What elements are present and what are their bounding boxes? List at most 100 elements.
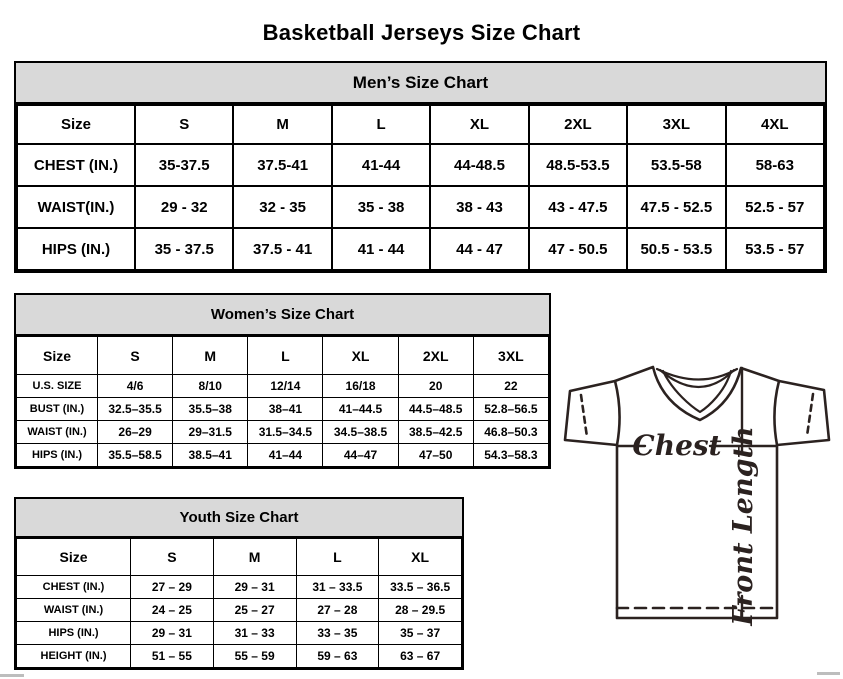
row-label: BUST (IN.): [16, 397, 98, 421]
women-row: U.S. SIZE 4/6 8/10 12/14 16/18 20 22: [16, 374, 550, 398]
youth-header-row: Size S M L XL: [16, 538, 462, 576]
size-cell: 38.5–42.5: [397, 420, 474, 444]
row-label: WAIST(IN.): [16, 185, 136, 229]
size-cell: 28 – 29.5: [378, 598, 462, 622]
size-cell: 33 – 35: [295, 621, 380, 645]
chest-label: Chest: [632, 429, 721, 462]
youth-size-table: Youth Size Chart Size S M L XL CHEST (IN.) 27 …: [14, 497, 464, 670]
youth-table-title: Youth Size Chart: [16, 499, 462, 538]
size-cell: 33.5 – 36.5: [378, 575, 462, 599]
youth-col-header-s: S: [130, 538, 214, 576]
jersey-icon: Chest Front Length: [563, 365, 831, 627]
youth-col-header-m: M: [212, 538, 297, 576]
size-cell: 29–31.5: [172, 420, 249, 444]
size-cell: 50.5 - 53.5: [626, 227, 727, 271]
row-label: WAIST (IN.): [16, 598, 131, 622]
size-cell: 32 - 35: [232, 185, 333, 229]
men-col-header-2xl: 2XL: [527, 104, 629, 145]
row-label: HIPS (IN.): [16, 621, 131, 645]
row-label: HEIGHT (IN.): [16, 644, 131, 668]
size-cell: 44.5–48.5: [397, 397, 474, 421]
size-cell: 35-37.5: [133, 143, 235, 187]
women-col-header-xl: XL: [322, 336, 399, 375]
size-cell: 29 – 31: [212, 575, 297, 599]
size-cell: 4/6: [96, 374, 174, 398]
youth-table: Size S M L XL CHEST (IN.) 27 – 29 29 – 31 31 – 3…: [16, 538, 462, 668]
size-cell: 35 – 37: [378, 621, 462, 645]
size-cell: 29 – 31: [130, 621, 214, 645]
women-col-header-l: L: [247, 336, 324, 375]
size-cell: 31 – 33: [212, 621, 297, 645]
size-cell: 58-63: [724, 143, 826, 187]
page-title: Basketball Jerseys Size Chart: [262, 19, 581, 45]
size-cell: 41–44.5: [322, 397, 399, 421]
women-col-header-3xl: 3XL: [472, 336, 550, 375]
size-cell: 53.5 - 57: [724, 227, 826, 271]
size-cell: 32.5–35.5: [96, 397, 174, 421]
men-row: CHEST (IN.) 35-37.5 37.5-41 41-44 44-48.5 48.…: [16, 143, 826, 187]
size-cell: 35.5–58.5: [96, 443, 174, 467]
size-cell: 12/14: [247, 374, 324, 398]
womens-table: Size S M L XL 2XL 3XL U.S. SIZE 4/6 8/10 12/14 16/1…: [16, 336, 550, 467]
men-header-row: Size S M L XL 2XL 3XL 4XL: [16, 104, 826, 145]
women-row: WAIST (IN.) 26–29 29–31.5 31.5–34.5 34.5–38.…: [16, 420, 550, 444]
youth-row: CHEST (IN.) 27 – 29 29 – 31 31 – 33.5 33.5 –…: [16, 575, 462, 599]
men-row: WAIST(IN.) 29 - 32 32 - 35 35 - 38 38 - 43 43…: [16, 185, 826, 229]
size-cell: 41–44: [247, 443, 324, 467]
row-label: WAIST (IN.): [16, 420, 98, 444]
size-cell: 22: [472, 374, 550, 398]
size-cell: 47 - 50.5: [527, 227, 629, 271]
scrollbar-fragment-left: [0, 674, 24, 677]
size-cell: 54.3–58.3: [472, 443, 550, 467]
size-cell: 27 – 29: [130, 575, 214, 599]
size-cell: 16/18: [322, 374, 399, 398]
size-cell: 51 – 55: [130, 644, 214, 668]
women-col-header-m: M: [172, 336, 249, 375]
size-cell: 20: [397, 374, 474, 398]
size-cell: 38 - 43: [429, 185, 530, 229]
men-col-header-xl: XL: [429, 104, 530, 145]
size-cell: 63 – 67: [378, 644, 462, 668]
youth-row: WAIST (IN.) 24 – 25 25 – 27 27 – 28 28 – 29.…: [16, 598, 462, 622]
size-cell: 59 – 63: [295, 644, 380, 668]
women-col-header-size: Size: [16, 336, 98, 375]
men-col-header-l: L: [330, 104, 432, 145]
women-col-header-2xl: 2XL: [397, 336, 474, 375]
jersey-measurement-diagram: Chest Front Length: [556, 356, 840, 636]
size-cell: 52.5 - 57: [724, 185, 826, 229]
size-cell: 8/10: [172, 374, 249, 398]
size-cell: 35 - 37.5: [133, 227, 235, 271]
size-cell: 37.5-41: [232, 143, 333, 187]
size-cell: 35 - 38: [330, 185, 432, 229]
men-col-header-m: M: [232, 104, 333, 145]
youth-col-header-l: L: [295, 538, 380, 576]
size-cell: 24 – 25: [130, 598, 214, 622]
size-cell: 44–47: [322, 443, 399, 467]
size-cell: 38.5–41: [172, 443, 249, 467]
size-cell: 55 – 59: [212, 644, 297, 668]
size-cell: 27 – 28: [295, 598, 380, 622]
front-length-label: Front Length: [728, 426, 759, 626]
women-header-row: Size S M L XL 2XL 3XL: [16, 336, 550, 375]
youth-row: HEIGHT (IN.) 51 – 55 55 – 59 59 – 63 63 – 67: [16, 644, 462, 668]
size-cell: 34.5–38.5: [322, 420, 399, 444]
size-cell: 38–41: [247, 397, 324, 421]
size-cell: 31.5–34.5: [247, 420, 324, 444]
row-label: CHEST (IN.): [16, 575, 131, 599]
men-row: HIPS (IN.) 35 - 37.5 37.5 - 41 41 - 44 44 - …: [16, 227, 826, 271]
size-cell: 47–50: [397, 443, 474, 467]
size-cell: 43 - 47.5: [527, 185, 629, 229]
size-cell: 31 – 33.5: [295, 575, 380, 599]
size-cell: 41 - 44: [330, 227, 432, 271]
size-cell: 46.8–50.3: [472, 420, 550, 444]
size-cell: 48.5-53.5: [527, 143, 629, 187]
row-label: CHEST (IN.): [16, 143, 136, 187]
youth-col-header-size: Size: [16, 538, 131, 576]
men-col-header-size: Size: [16, 104, 136, 145]
size-cell: 47.5 - 52.5: [626, 185, 727, 229]
size-cell: 35.5–38: [172, 397, 249, 421]
women-row: BUST (IN.) 32.5–35.5 35.5–38 38–41 41–44.5 44…: [16, 397, 550, 421]
womens-table-title: Women’s Size Chart: [16, 295, 549, 336]
women-col-header-s: S: [96, 336, 174, 375]
men-col-header-s: S: [133, 104, 235, 145]
